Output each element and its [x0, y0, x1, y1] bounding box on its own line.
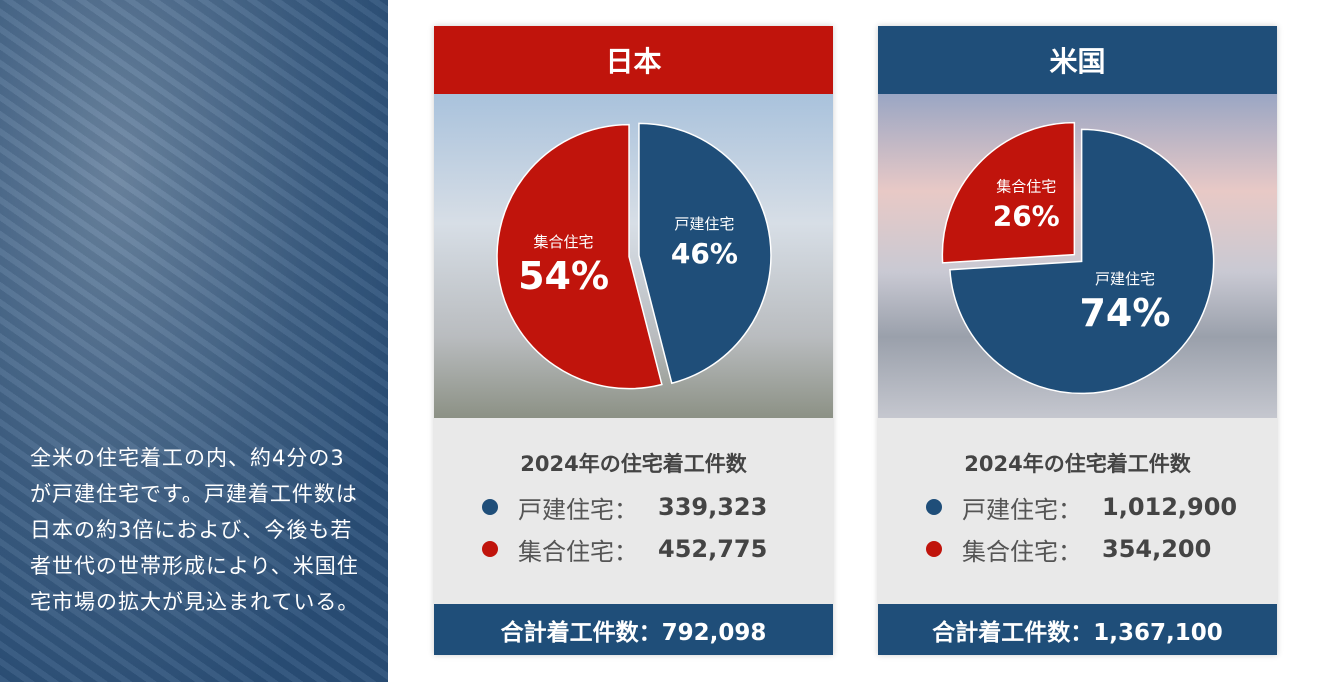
multi-slice [496, 123, 663, 390]
detached-value: 1,012,900 [1102, 493, 1238, 521]
multi-label: 集合住宅： [962, 537, 1082, 566]
card-title: 米国 [878, 26, 1277, 94]
multi-row: 集合住宅： 354,200 [878, 528, 1277, 570]
japan-card: 日本 戸建住宅 46% 集合住宅 54% 2024年の住宅着工件数 戸建住宅： 339,… [434, 26, 833, 655]
detached-slice [949, 128, 1215, 395]
detached-row: 戸建住宅： 339,323 [434, 486, 833, 528]
detached-slice-label: 戸建住宅 [1095, 270, 1155, 288]
multi-slice-label: 集合住宅 [996, 177, 1056, 195]
red-dot-icon [482, 541, 498, 557]
stats-title: 2024年の住宅着工件数 [964, 452, 1191, 476]
multi-slice-percent: 54% [518, 254, 609, 298]
multi-slice [941, 121, 1076, 264]
multi-slice-percent: 26% [993, 199, 1060, 232]
pie-chart: 戸建住宅 74% 集合住宅 26% [941, 121, 1215, 395]
pie-chart: 戸建住宅 46% 集合住宅 54% [496, 122, 772, 390]
card-title: 日本 [434, 26, 833, 94]
detached-slice [638, 122, 772, 385]
stats-title: 2024年の住宅着工件数 [520, 452, 747, 476]
multi-label: 集合住宅： [518, 537, 638, 566]
us-card: 米国 戸建住宅 74% 集合住宅 26% 2024年の住宅着工件数 戸建住宅： 1,01… [878, 26, 1277, 655]
blue-dot-icon [926, 499, 942, 515]
detached-slice-percent: 74% [1079, 291, 1170, 335]
detached-row: 戸建住宅： 1,012,900 [878, 486, 1277, 528]
detached-slice-percent: 46% [671, 237, 738, 270]
detached-value: 339,323 [658, 493, 768, 521]
detached-label: 戸建住宅： [962, 495, 1082, 524]
multi-value: 354,200 [1102, 535, 1212, 563]
total-footer: 合計着工件数：1,367,100 [878, 604, 1277, 655]
red-dot-icon [926, 541, 942, 557]
summary-text: 全米の住宅着工の内、約4分の3が戸建住宅です。戸建着工件数は日本の約3倍におよび… [30, 446, 360, 614]
multi-slice-label: 集合住宅 [534, 233, 594, 251]
aerial-photo-panel: 全米の住宅着工の内、約4分の3が戸建住宅です。戸建着工件数は日本の約3倍におよび… [0, 0, 388, 682]
detached-slice-label: 戸建住宅 [674, 215, 734, 233]
house-photo-pie: 戸建住宅 74% 集合住宅 26% [878, 94, 1277, 418]
multi-row: 集合住宅： 452,775 [434, 528, 833, 570]
blue-dot-icon [482, 499, 498, 515]
detached-label: 戸建住宅： [518, 495, 638, 524]
apartment-photo-pie: 戸建住宅 46% 集合住宅 54% [434, 94, 833, 418]
total-footer: 合計着工件数：792,098 [434, 604, 833, 655]
multi-value: 452,775 [658, 535, 768, 563]
